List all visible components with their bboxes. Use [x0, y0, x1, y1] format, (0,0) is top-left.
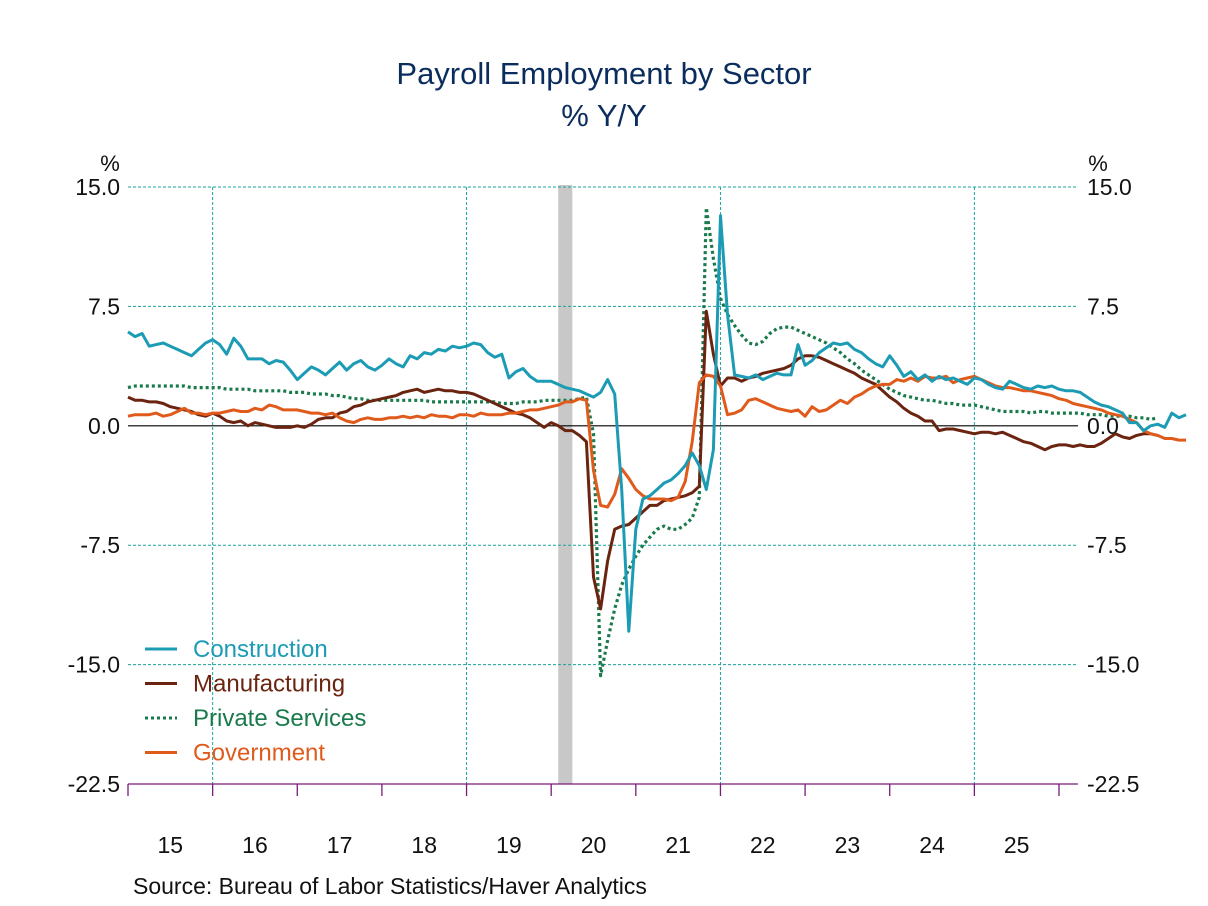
- x-tick-label: 22: [750, 832, 776, 858]
- x-tick-label: 18: [411, 832, 437, 858]
- y-tick-label-left: -22.5: [68, 771, 120, 797]
- y-tick-label-right: -7.5: [1087, 532, 1127, 558]
- x-tick-label: 21: [665, 832, 691, 858]
- series-line-manufacturing: [127, 309, 1159, 611]
- source-note: Source: Bureau of Labor Statistics/Haver…: [133, 873, 647, 899]
- y-tick-label-right: 15.0: [1087, 174, 1132, 200]
- legend-label: Manufacturing: [193, 671, 345, 698]
- legend-label: Construction: [193, 636, 328, 663]
- y-tick-label-left: 15.0: [75, 174, 120, 200]
- y-tick-label-right: 7.5: [1087, 293, 1119, 319]
- y-unit-right: %: [1088, 151, 1108, 176]
- recession-shading-group: [558, 185, 573, 784]
- x-axis: 15 16 17 18 19 20 21 22 23 24 25: [127, 783, 1078, 858]
- x-tick-label: 23: [835, 832, 861, 858]
- y-tick-label-left: -15.0: [68, 652, 120, 678]
- y-tick-label-left: 0.0: [88, 413, 120, 439]
- legend-label: Private Services: [193, 705, 366, 732]
- x-tick-label: 24: [919, 832, 945, 858]
- x-tick-label: 25: [1004, 832, 1030, 858]
- y-tick-label-right: -15.0: [1087, 652, 1139, 678]
- series-line-private-services: [127, 206, 1159, 678]
- chart-title: Payroll Employment by Sector: [396, 56, 811, 91]
- recession-bar: [558, 185, 573, 784]
- y-axis-left: 15.0 7.5 0.0 -7.5 -15.0 -22.5: [68, 174, 120, 797]
- chart-subtitle: % Y/Y: [561, 98, 647, 133]
- x-tick-label: 15: [158, 832, 184, 858]
- x-tick-label: 17: [327, 832, 353, 858]
- y-tick-label-right: -22.5: [1087, 771, 1139, 797]
- series-line-government: [127, 373, 1186, 509]
- y-tick-label-left: -7.5: [80, 532, 120, 558]
- series-line-construction: [127, 214, 1187, 633]
- legend: Construction Manufacturing Private Service…: [145, 636, 366, 767]
- x-tick-label: 19: [496, 832, 522, 858]
- y-axis-right: 15.07.50.0-7.5-15.0-22.5: [1087, 174, 1139, 797]
- x-tick-label: 16: [242, 832, 268, 858]
- x-tick-label: 20: [581, 832, 607, 858]
- y-unit-left: %: [100, 151, 120, 176]
- legend-label: Government: [193, 740, 325, 767]
- series-lines: [127, 206, 1187, 678]
- y-tick-label-left: 7.5: [88, 293, 120, 319]
